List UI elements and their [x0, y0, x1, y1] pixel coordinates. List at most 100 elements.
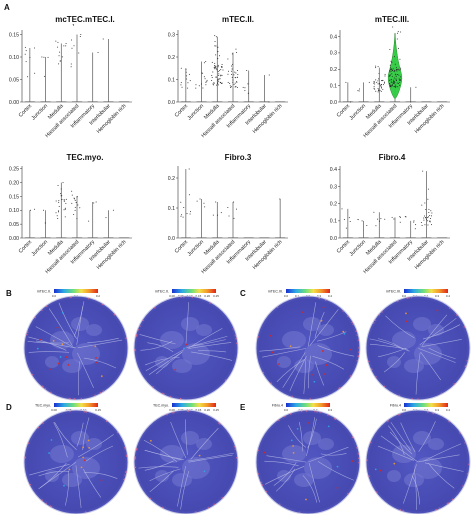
lobule-boundary — [65, 470, 70, 506]
data-point — [221, 66, 223, 68]
rim-spot — [406, 297, 409, 299]
rim-spot — [134, 466, 137, 469]
data-point — [25, 50, 27, 52]
data-point — [196, 200, 198, 202]
rim-spot — [207, 507, 210, 509]
data-point — [220, 75, 222, 77]
data-point — [423, 219, 425, 221]
data-point — [74, 206, 76, 208]
data-point — [217, 79, 219, 81]
data-point — [203, 76, 205, 78]
data-point — [63, 45, 65, 47]
lobule-boundary — [48, 308, 73, 347]
data-point — [398, 78, 400, 80]
data-point — [221, 63, 223, 65]
data-point — [398, 79, 400, 81]
data-point — [404, 216, 406, 218]
rim-spot — [134, 456, 137, 458]
colorbar — [286, 289, 330, 293]
expression-spot — [310, 373, 313, 376]
lobule-boundary — [418, 454, 460, 463]
data-point — [399, 216, 401, 218]
rim-spot — [356, 334, 359, 337]
lobule-boundary — [180, 471, 190, 510]
expression-spot — [100, 375, 103, 378]
y-tick-label: 0.3 — [330, 184, 337, 190]
lobule-boundary — [422, 324, 461, 340]
expression-spot — [374, 468, 377, 471]
expression-spot — [39, 338, 41, 341]
data-point — [212, 83, 214, 85]
data-point — [236, 81, 238, 83]
tissue-map: Fibro.40.00.10.20.30.4 — [365, 403, 471, 514]
data-point — [57, 184, 59, 186]
rim-spot — [213, 503, 216, 506]
rim-spot — [464, 441, 467, 444]
lobule-boundary — [312, 356, 345, 370]
expression-spot — [65, 356, 68, 358]
expression-spot — [150, 439, 152, 442]
rim-spot — [453, 383, 456, 385]
rim-spot — [356, 446, 358, 449]
colorbar — [404, 289, 448, 293]
lobule-boundary — [149, 470, 174, 493]
tissue-map: Fibro.40.0 0.1 0.2 0.3 — [255, 403, 361, 514]
medulla-region — [62, 359, 82, 373]
lobule-boundary — [259, 346, 301, 352]
lobule-boundary — [420, 351, 441, 381]
colorbar-tick: 0.1 — [295, 294, 300, 298]
rim-spot — [236, 456, 238, 459]
violin-plot: Fibro.40.00.10.20.30.4CortexJunctionMedu… — [330, 153, 450, 275]
data-point — [65, 198, 67, 200]
data-point — [44, 222, 46, 224]
lobule-boundary — [29, 464, 70, 476]
y-tick-label: 0.15 — [9, 194, 19, 200]
lobule-boundary — [262, 348, 307, 358]
data-point — [246, 70, 248, 71]
data-point — [382, 79, 384, 81]
medulla-region — [387, 356, 401, 368]
lobule-boundary — [38, 470, 70, 477]
data-point — [349, 221, 351, 223]
data-point — [391, 73, 393, 75]
data-point — [211, 61, 213, 63]
lobule-boundary — [76, 422, 84, 447]
data-point — [180, 215, 182, 217]
data-point — [203, 62, 205, 64]
data-point — [359, 88, 361, 90]
data-point — [379, 89, 381, 91]
data-point — [64, 208, 66, 210]
data-point — [58, 206, 60, 208]
rim-spot — [449, 307, 451, 309]
expression-spot — [59, 356, 62, 358]
data-point — [413, 220, 415, 222]
expression-spot — [351, 460, 353, 462]
data-point — [427, 198, 429, 200]
lobule-boundary — [415, 352, 421, 395]
rim-spot — [137, 328, 140, 331]
lobule-boundary — [320, 453, 347, 456]
x-tick-label: Hemoglobin rich — [96, 103, 128, 135]
rim-spot — [358, 347, 360, 349]
data-point — [213, 82, 215, 84]
rim-spot — [44, 388, 47, 390]
data-point — [377, 80, 379, 82]
rim-spot — [440, 392, 443, 395]
data-point — [396, 69, 398, 71]
rim-spot — [45, 502, 47, 505]
rim-spot — [261, 484, 264, 486]
colorbar-label: Fibro.4 — [272, 404, 283, 408]
medulla-region — [86, 438, 102, 450]
data-point — [58, 201, 60, 203]
expression-spot — [57, 362, 60, 365]
lobule-boundary — [148, 351, 183, 376]
data-point — [188, 73, 190, 75]
rim-spot — [349, 375, 352, 377]
medulla-region — [304, 457, 332, 479]
data-point — [180, 67, 182, 69]
rim-spot — [83, 410, 86, 413]
data-point — [373, 87, 375, 89]
rim-spot — [448, 420, 450, 423]
lobule-boundary — [264, 466, 305, 485]
data-point — [217, 58, 219, 60]
